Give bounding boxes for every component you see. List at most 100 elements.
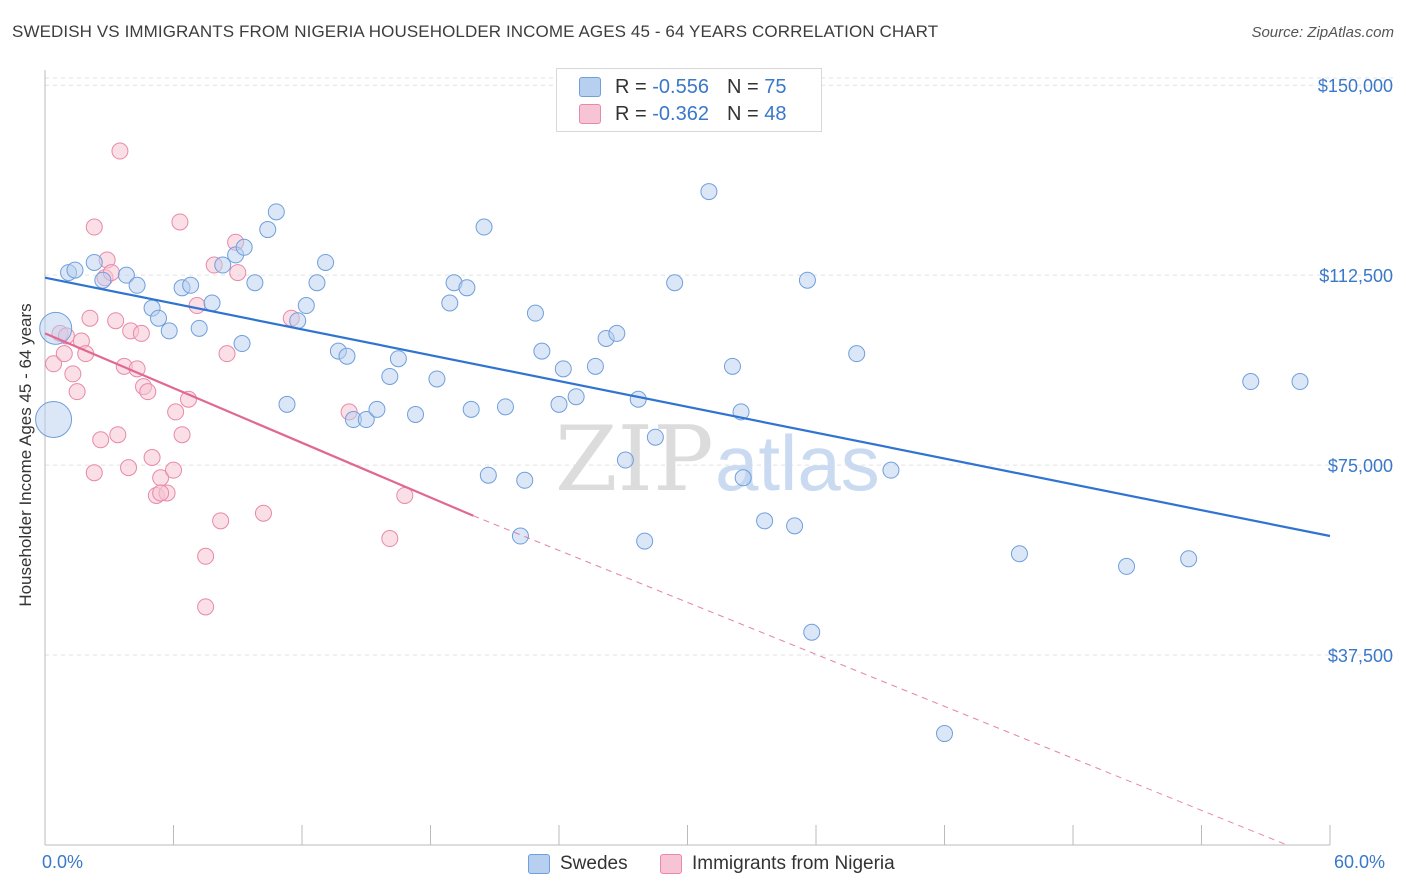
swedes-point: [636, 532, 654, 550]
swedes-point: [1291, 373, 1309, 391]
swedes-point: [381, 367, 399, 385]
nigeria-point: [92, 431, 110, 449]
chart-title: SWEDISH VS IMMIGRANTS FROM NIGERIA HOUSE…: [12, 22, 939, 41]
swedes-point: [278, 395, 296, 413]
bottom-legend-swatch-blue: [528, 854, 550, 874]
swedes-point: [94, 271, 112, 289]
swedes-point: [511, 527, 529, 545]
swedes-point: [357, 411, 375, 429]
swedes-points: [35, 91, 1309, 743]
gridlines: [45, 77, 1395, 656]
swedes-point: [586, 357, 604, 375]
swedes-point: [150, 309, 168, 327]
swedes-point: [1010, 545, 1028, 563]
swedes-point: [233, 335, 251, 353]
swedes-point: [214, 256, 232, 274]
swedes-point: [567, 388, 585, 406]
swedes-point: [441, 294, 459, 312]
swedes-point: [629, 390, 647, 408]
y-tick-label: $150,000: [1318, 76, 1393, 96]
swedes-point: [317, 253, 335, 271]
legend-r-value: -0.556: [652, 75, 709, 98]
y-tick-label: $37,500: [1328, 646, 1393, 666]
nigeria-point: [381, 530, 399, 548]
nigeria-trend-extension: [473, 515, 1288, 846]
swedes-point: [66, 261, 84, 279]
swedes-point: [235, 238, 253, 256]
legend-n-value: 48: [764, 102, 787, 125]
nigeria-point: [45, 355, 63, 373]
swedes-point: [267, 203, 285, 221]
swedes-point: [160, 322, 178, 340]
legend-n-value: 75: [764, 75, 787, 98]
nigeria-point: [85, 464, 103, 482]
swedes-point: [616, 451, 634, 469]
swedes-point: [1242, 373, 1260, 391]
nigeria-point: [143, 449, 161, 466]
swedes-point: [646, 428, 664, 446]
swedes-point: [936, 725, 953, 743]
legend-r-label: R =: [615, 75, 647, 98]
swedes-point: [117, 266, 135, 284]
swedes-point: [338, 347, 356, 365]
nigeria-trend-line: [44, 332, 474, 517]
swedes-point: [666, 274, 684, 292]
swedes-point: [128, 276, 146, 294]
nigeria-point: [132, 324, 150, 342]
legend-r-value: -0.362: [652, 102, 709, 125]
swedes-point: [297, 297, 315, 315]
swedes-point: [85, 253, 103, 271]
swedes-point: [246, 274, 264, 292]
nigeria-point: [188, 297, 206, 315]
correlation-legend: R = -0.556 N = 75 R = -0.362 N = 48: [556, 68, 822, 132]
nigeria-point: [111, 142, 129, 160]
swedes-point: [35, 401, 73, 439]
legend-swatch-pink: [579, 104, 601, 124]
swedes-point: [786, 517, 804, 535]
swedes-point: [496, 398, 514, 416]
swedes-point: [407, 405, 425, 423]
nigeria-point: [139, 383, 157, 401]
swedes-point: [848, 345, 866, 363]
swedes-point: [368, 400, 386, 418]
swedes-point: [428, 370, 446, 388]
nigeria-point: [152, 484, 170, 502]
bottom-legend-label: Swedes: [560, 853, 628, 874]
swedes-point: [39, 311, 73, 345]
nigeria-point: [197, 598, 215, 616]
nigeria-point: [165, 461, 182, 479]
nigeria-point: [171, 213, 189, 231]
nigeria-point: [64, 365, 82, 383]
swedes-trend-line: [44, 276, 1331, 538]
nigeria-point: [254, 504, 272, 522]
swedes-point: [259, 221, 277, 239]
swedes-point: [516, 471, 534, 489]
nigeria-point: [55, 345, 73, 363]
swedes-point: [723, 357, 741, 375]
swedes-point: [550, 395, 568, 413]
swedes-point: [479, 466, 497, 484]
swedes-point: [882, 461, 900, 479]
swedes-point: [1118, 557, 1136, 575]
swedes-point: [756, 512, 774, 530]
swedes-point: [475, 218, 493, 236]
watermark-atlas: atlas: [715, 419, 880, 507]
nigeria-point: [167, 403, 185, 421]
nigeria-point: [109, 426, 127, 444]
nigeria-point: [85, 218, 103, 236]
legend-row-nigeria: R = -0.362 N = 48: [579, 102, 786, 126]
bottom-legend-label: Immigrants from Nigeria: [692, 853, 895, 874]
bottom-legend-nigeria: Immigrants from Nigeria: [660, 851, 895, 877]
nigeria-point: [107, 312, 125, 330]
swedes-point: [700, 183, 718, 201]
nigeria-point: [229, 264, 247, 282]
bottom-legend-swedes: Swedes: [528, 851, 628, 877]
y-tick-labels: $37,500 $75,000 $112,500 $150,000: [1318, 76, 1393, 666]
legend-n-label: N =: [726, 102, 759, 125]
swedes-point: [798, 271, 816, 289]
legend-swatch-blue: [579, 77, 601, 97]
swedes-point: [608, 324, 626, 342]
x-tick-min: 0.0%: [42, 852, 84, 872]
swedes-point: [203, 294, 221, 312]
